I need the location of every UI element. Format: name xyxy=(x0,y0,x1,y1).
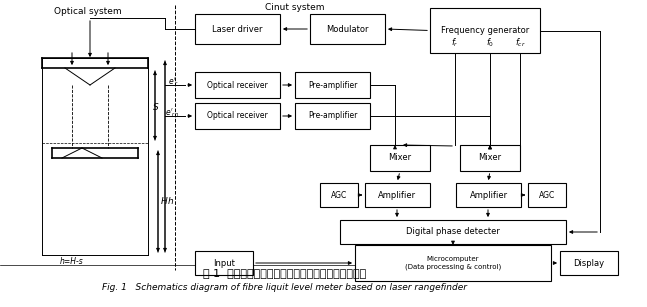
Text: Amplifier: Amplifier xyxy=(470,191,507,200)
Text: Mixer: Mixer xyxy=(388,154,411,162)
Text: Input: Input xyxy=(213,258,235,267)
Text: Microcomputer
(Data processing & control): Microcomputer (Data processing & control… xyxy=(405,256,501,270)
Text: $e'_{rn}$: $e'_{rn}$ xyxy=(165,107,179,119)
Text: Amplifier: Amplifier xyxy=(378,191,417,200)
Bar xyxy=(195,251,253,275)
Bar xyxy=(195,103,280,129)
Bar xyxy=(195,14,280,44)
Bar xyxy=(355,245,551,281)
Bar xyxy=(295,103,370,129)
Text: h: h xyxy=(168,197,174,207)
Text: Frequency generator: Frequency generator xyxy=(441,26,529,35)
Text: $e'_r$: $e'_r$ xyxy=(168,76,179,88)
Text: h=H-s: h=H-s xyxy=(60,258,84,266)
Text: $f_{cr}$: $f_{cr}$ xyxy=(514,37,525,49)
Bar xyxy=(365,183,430,207)
Text: Optical receiver: Optical receiver xyxy=(207,80,268,90)
Text: $f_r$: $f_r$ xyxy=(451,37,459,49)
Bar xyxy=(320,183,358,207)
Text: Laser driver: Laser driver xyxy=(212,25,263,33)
Text: AGC: AGC xyxy=(331,191,347,200)
Text: Pre-amplifier: Pre-amplifier xyxy=(308,111,357,121)
Bar xyxy=(430,8,540,53)
Bar xyxy=(340,220,566,244)
Text: Fig. 1   Schematics diagram of fibre liquit level meter based on laser rangefind: Fig. 1 Schematics diagram of fibre liqui… xyxy=(102,283,467,293)
Text: Optical receiver: Optical receiver xyxy=(207,111,268,121)
Text: Modulator: Modulator xyxy=(326,25,369,33)
Bar xyxy=(460,145,520,171)
Text: AGC: AGC xyxy=(539,191,555,200)
Text: Cinut system: Cinut system xyxy=(265,2,325,11)
Text: Digital phase detecter: Digital phase detecter xyxy=(406,227,500,236)
Text: S: S xyxy=(153,103,159,111)
Text: Optical system: Optical system xyxy=(54,7,122,17)
Bar xyxy=(528,183,566,207)
Bar xyxy=(456,183,521,207)
Text: 图 1  基于相位法激光测距的光纤液位计系统原理框图: 图 1 基于相位法激光测距的光纤液位计系统原理框图 xyxy=(203,268,366,278)
Text: $f_0$: $f_0$ xyxy=(486,37,494,49)
Bar xyxy=(560,251,618,275)
Bar xyxy=(370,145,430,171)
Bar xyxy=(295,72,370,98)
Text: Mixer: Mixer xyxy=(478,154,501,162)
Bar xyxy=(310,14,385,44)
Text: Display: Display xyxy=(573,258,604,267)
Bar xyxy=(195,72,280,98)
Text: H: H xyxy=(161,197,168,207)
Text: Pre-amplifier: Pre-amplifier xyxy=(308,80,357,90)
